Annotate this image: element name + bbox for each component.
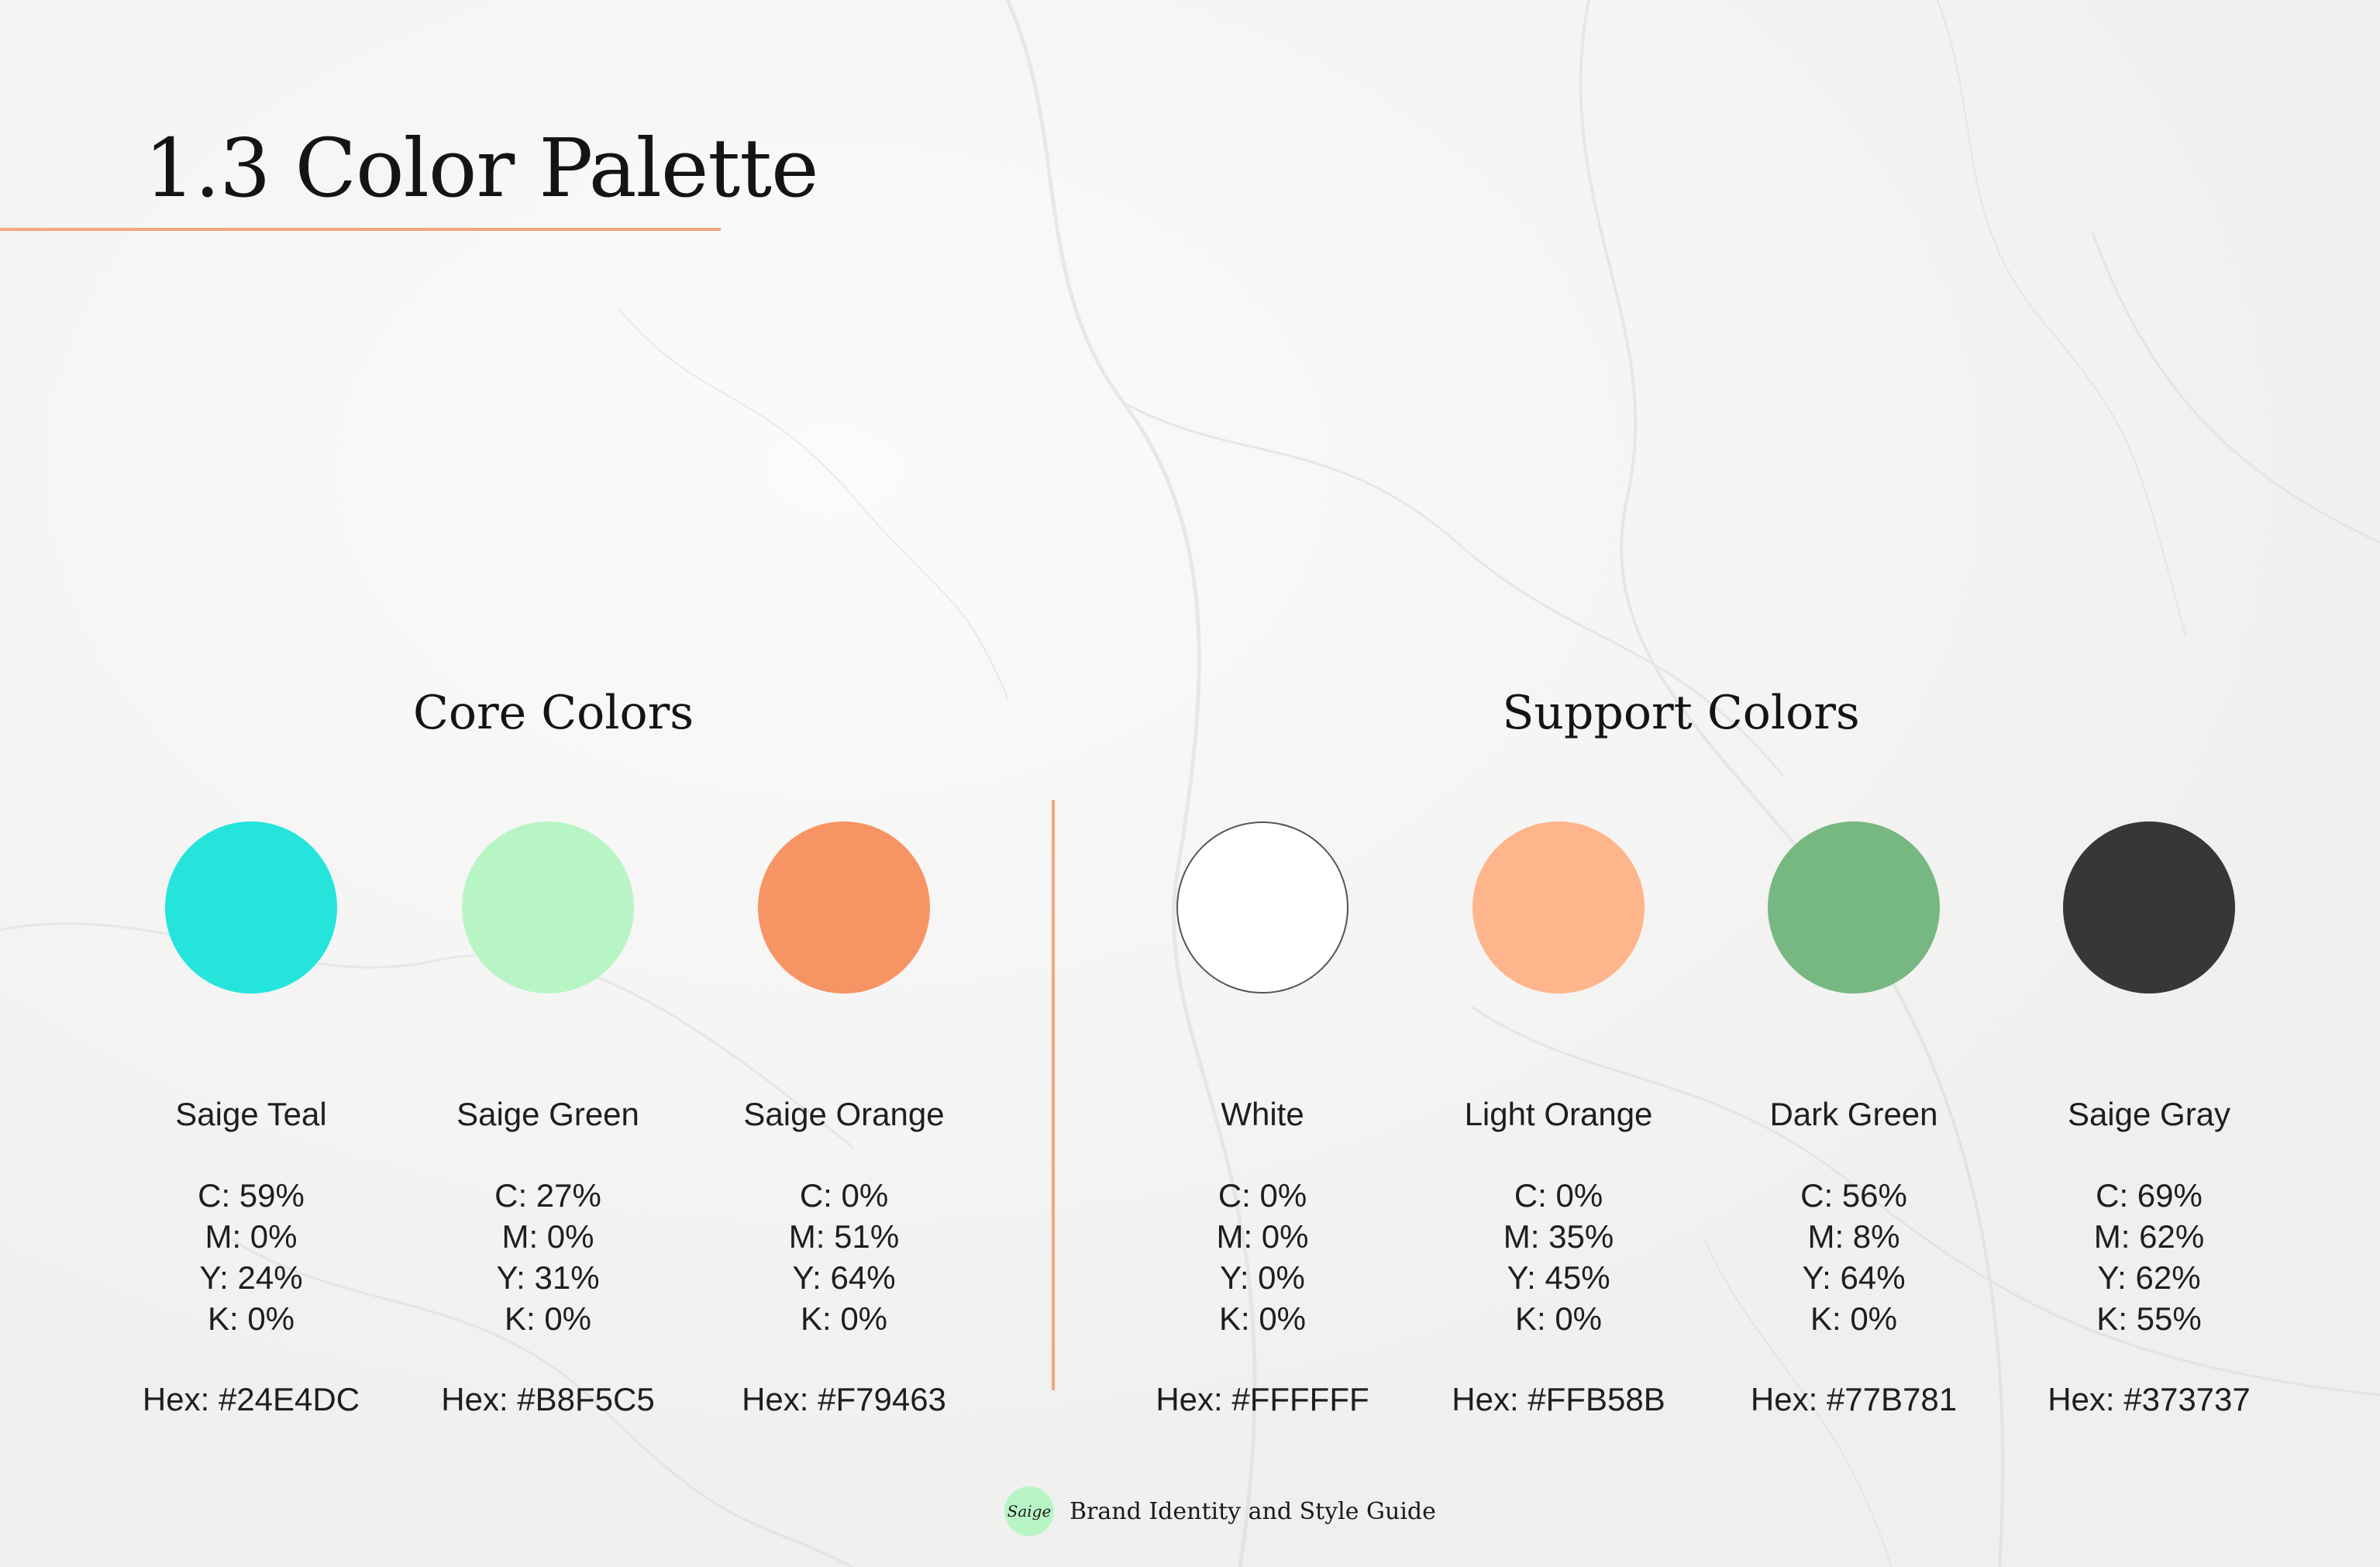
magenta-value: M: 62%: [2093, 1218, 2205, 1255]
cmyk-values: C: 27% M: 0% Y: 31% K: 0%: [401, 1175, 695, 1339]
swatch-name: Saige Orange: [743, 1096, 945, 1132]
key-value: K: 0%: [504, 1300, 592, 1337]
cmyk-values: C: 59% M: 0% Y: 24% K: 0%: [104, 1175, 398, 1339]
logo-text: Saige: [1007, 1502, 1052, 1521]
cyan-value: C: 0%: [1218, 1177, 1307, 1214]
saige-logo: Saige: [1004, 1486, 1054, 1536]
swatch-name: Saige Green: [456, 1096, 639, 1132]
cmyk-values: C: 56% M: 8% Y: 64% K: 0%: [1707, 1175, 2001, 1339]
key-value: K: 0%: [207, 1300, 295, 1337]
section-divider: [1052, 800, 1055, 1390]
swatch-name: White: [1221, 1096, 1304, 1132]
cyan-value: C: 69%: [2096, 1177, 2203, 1214]
core-colors-heading: Core Colors: [412, 686, 694, 740]
key-value: K: 0%: [1810, 1300, 1898, 1337]
yellow-value: Y: 64%: [1802, 1259, 1906, 1296]
color-circle: [165, 821, 337, 994]
cyan-value: C: 59%: [198, 1177, 305, 1214]
swatch-name: Saige Teal: [175, 1096, 327, 1132]
hex-value: Hex: #FFB58B: [1452, 1381, 1665, 1417]
magenta-value: M: 51%: [788, 1218, 900, 1255]
swatch-saige-gray: Saige Gray C: 69% M: 62% Y: 62% K: 55% H…: [2002, 821, 2296, 1420]
magenta-value: M: 8%: [1807, 1218, 1900, 1255]
yellow-value: Y: 45%: [1507, 1259, 1610, 1296]
color-circle: [758, 821, 930, 994]
key-value: K: 0%: [1514, 1300, 1603, 1337]
cyan-value: C: 56%: [1800, 1177, 1907, 1214]
hex-value: Hex: #F79463: [742, 1381, 946, 1417]
page-title: 1.3 Color Palette: [144, 121, 819, 215]
magenta-value: M: 0%: [501, 1218, 594, 1255]
cmyk-values: C: 0% M: 51% Y: 64% K: 0%: [697, 1175, 991, 1339]
hex-value: Hex: #B8F5C5: [441, 1381, 655, 1417]
yellow-value: Y: 24%: [199, 1259, 303, 1296]
swatch-light-orange: Light Orange C: 0% M: 35% Y: 45% K: 0% H…: [1411, 821, 1706, 1420]
yellow-value: Y: 0%: [1220, 1259, 1305, 1296]
color-circle: [1472, 821, 1645, 994]
cmyk-values: C: 0% M: 0% Y: 0% K: 0%: [1115, 1175, 1410, 1339]
yellow-value: Y: 31%: [496, 1259, 600, 1296]
swatch-name: Saige Gray: [2067, 1096, 2231, 1132]
yellow-value: Y: 62%: [2097, 1259, 2201, 1296]
color-circle: [2063, 821, 2235, 994]
magenta-value: M: 0%: [205, 1218, 298, 1255]
swatch-dark-green: Dark Green C: 56% M: 8% Y: 64% K: 0% Hex…: [1707, 821, 2001, 1420]
hex-value: Hex: #373737: [2048, 1381, 2251, 1417]
title-underline: [0, 228, 721, 231]
cmyk-values: C: 69% M: 62% Y: 62% K: 55%: [2002, 1175, 2296, 1339]
cyan-value: C: 0%: [799, 1177, 889, 1214]
yellow-value: Y: 64%: [792, 1259, 896, 1296]
support-colors-heading: Support Colors: [1502, 686, 1860, 740]
swatch-name: Light Orange: [1464, 1096, 1653, 1132]
cmyk-values: C: 0% M: 35% Y: 45% K: 0%: [1411, 1175, 1706, 1339]
page-footer: Saige Brand Identity and Style Guide: [1004, 1485, 1436, 1538]
cyan-value: C: 27%: [494, 1177, 601, 1214]
hex-value: Hex: #24E4DC: [142, 1381, 360, 1417]
hex-value: Hex: #77B781: [1750, 1381, 1958, 1417]
key-value: K: 55%: [2096, 1300, 2202, 1337]
swatch-name: Dark Green: [1769, 1096, 1938, 1132]
magenta-value: M: 35%: [1503, 1218, 1614, 1255]
hex-value: Hex: #FFFFFF: [1156, 1381, 1369, 1417]
color-circle: [1176, 821, 1348, 994]
cyan-value: C: 0%: [1514, 1177, 1603, 1214]
swatch-saige-orange: Saige Orange C: 0% M: 51% Y: 64% K: 0% H…: [697, 821, 991, 1420]
footer-text: Brand Identity and Style Guide: [1069, 1497, 1436, 1525]
color-circle: [1768, 821, 1940, 994]
key-value: K: 0%: [800, 1300, 888, 1337]
swatch-white: White C: 0% M: 0% Y: 0% K: 0% Hex: #FFFF…: [1115, 821, 1410, 1420]
swatch-saige-teal: Saige Teal C: 59% M: 0% Y: 24% K: 0% Hex…: [104, 821, 398, 1420]
color-circle: [462, 821, 634, 994]
magenta-value: M: 0%: [1216, 1218, 1309, 1255]
swatch-saige-green: Saige Green C: 27% M: 0% Y: 31% K: 0% He…: [401, 821, 695, 1420]
key-value: K: 0%: [1218, 1300, 1307, 1337]
